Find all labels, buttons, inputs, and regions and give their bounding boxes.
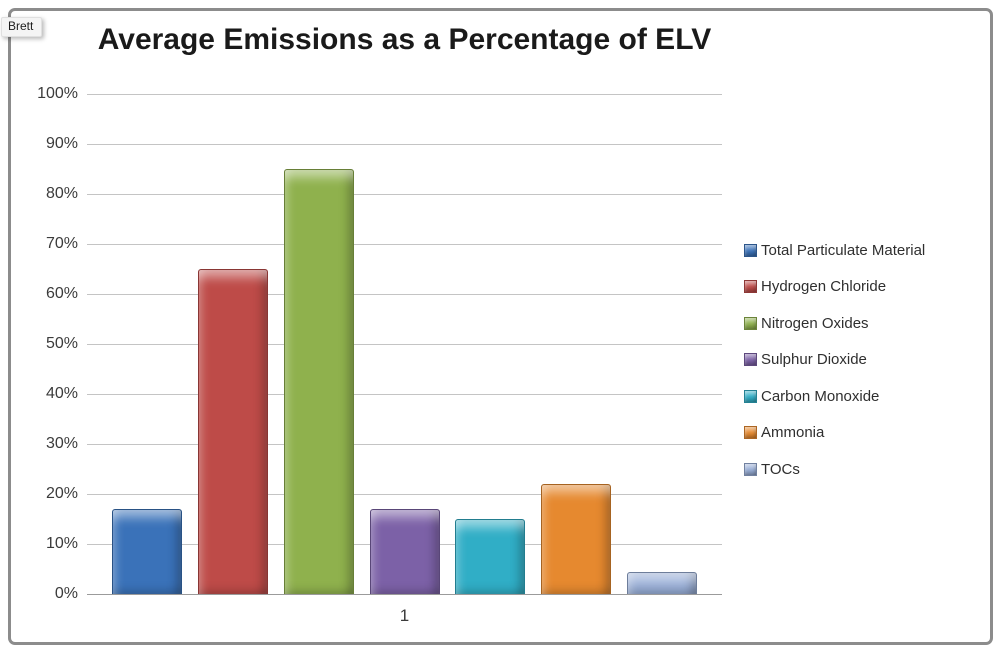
legend-label: Hydrogen Chloride (761, 278, 887, 295)
y-axis-tick-label: 20% (45, 485, 78, 502)
chart-title: Average Emissions as a Percentage of ELV (97, 23, 712, 56)
gridline (87, 344, 722, 345)
legend-color-swatch-icon (744, 243, 757, 257)
y-axis-tick-label: 10% (45, 535, 78, 552)
gridline (87, 244, 722, 245)
legend-item-sulphur-dioxide[interactable]: Sulphur Dioxide (744, 349, 867, 371)
y-axis-tick-label: 80% (45, 185, 78, 202)
y-axis-tick-label: 40% (45, 385, 78, 402)
gridline (87, 444, 722, 445)
legend-color-swatch-icon (744, 280, 757, 293)
gridline (87, 394, 722, 395)
gridline (87, 494, 722, 495)
legend-label: Nitrogen Oxides (761, 314, 869, 332)
bar-total-particulate-material[interactable] (112, 509, 183, 594)
bar-carbon-monoxide[interactable] (455, 519, 526, 594)
bar-sulphur-dioxide[interactable] (369, 509, 440, 594)
legend-color-swatch-icon (744, 389, 757, 403)
chart[interactable]: Average Emissions as a Percentage of ELV… (8, 8, 993, 645)
bar-tocs[interactable] (626, 571, 697, 594)
legend-color-swatch-icon (744, 462, 757, 476)
x-axis-line (87, 594, 722, 595)
legend-item-ammonia[interactable]: Ammonia (744, 422, 824, 444)
gridline (87, 144, 722, 145)
y-axis-tick-label: 100% (37, 85, 78, 102)
legend-item-total-particulate-material[interactable]: Total Particulate Material (744, 239, 925, 261)
y-axis-tick-label: 30% (45, 435, 78, 452)
legend-label: Sulphur Dioxide (761, 351, 867, 368)
bar-hydrogen-chloride[interactable] (198, 269, 269, 594)
legend-label: TOCs (761, 460, 800, 478)
y-axis-tick-label: 90% (45, 135, 78, 152)
x-axis-category-label: 1 (399, 606, 410, 625)
gridline (87, 294, 722, 295)
y-axis-tick-label: 60% (45, 285, 78, 302)
bar-nitrogen-oxides[interactable] (283, 169, 354, 594)
legend-color-swatch-icon (744, 316, 757, 330)
y-axis-tick-label: 0% (54, 585, 78, 602)
legend-item-nitrogen-oxides[interactable]: Nitrogen Oxides (744, 312, 869, 334)
gridline (87, 194, 722, 195)
legend-color-swatch-icon (744, 426, 757, 439)
y-axis-tick-label: 70% (45, 235, 78, 252)
legend-item-carbon-monoxide[interactable]: Carbon Monoxide (744, 385, 879, 407)
presence-cursor-label: Brett (1, 17, 43, 37)
legend-item-hydrogen-chloride[interactable]: Hydrogen Chloride (744, 276, 886, 298)
bar-ammonia[interactable] (540, 484, 611, 594)
legend-label: Ammonia (761, 424, 825, 441)
y-axis-tick-label: 50% (45, 335, 78, 352)
gridline (87, 94, 722, 95)
legend-label: Carbon Monoxide (761, 387, 880, 405)
legend-item-tocs[interactable]: TOCs (744, 458, 800, 480)
legend-color-swatch-icon (744, 353, 757, 366)
legend-label: Total Particulate Material (761, 241, 926, 259)
